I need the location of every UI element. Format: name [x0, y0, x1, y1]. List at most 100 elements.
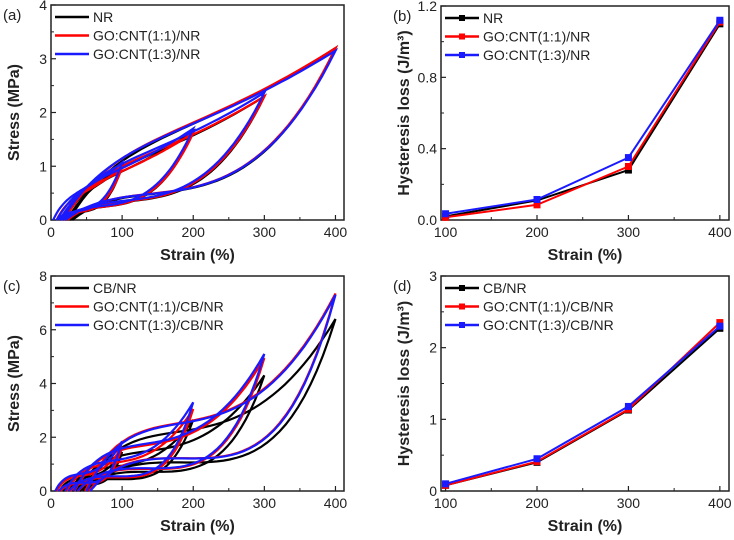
- legend-label: GO:CNT(1:1)/NR: [483, 29, 590, 45]
- legend-label: GO:CNT(1:3)/NR: [93, 46, 200, 62]
- y-tick-label: 0: [429, 483, 437, 499]
- x-tick-label: 100: [434, 224, 458, 240]
- y-tick-label: 0: [39, 483, 47, 499]
- hysteresis-loop: [82, 318, 337, 492]
- legend-marker: [459, 322, 465, 328]
- hysteresis-loop: [72, 353, 266, 492]
- data-point: [716, 322, 724, 330]
- panel-label: (a): [3, 7, 21, 24]
- legend-label: GO:CNT(1:1)/CB/NR: [93, 299, 224, 315]
- panel-a: 0 100 200 300 400 0 1 2 3 4 Strain (%) Stress (MPa)…: [3, 0, 347, 264]
- data-point: [716, 319, 724, 327]
- data-point: [533, 201, 541, 209]
- y-axis-label: Stress (MPa): [6, 335, 23, 432]
- x-axis-label: Strain (%): [548, 518, 623, 535]
- hysteresis-loop: [64, 401, 195, 492]
- y-tick-label: 8: [39, 268, 47, 284]
- legend-label: NR: [483, 10, 503, 26]
- legend-marker: [459, 285, 465, 291]
- x-tick-label: 200: [182, 495, 206, 511]
- legend-marker: [459, 303, 465, 310]
- x-axis-label: Strain (%): [160, 518, 235, 535]
- series-2: [54, 294, 337, 492]
- x-tick-label: 300: [617, 495, 641, 511]
- hysteresis-loop: [58, 89, 268, 221]
- legend-label: GO:CNT(1:3)/CB/NR: [93, 317, 224, 333]
- y-tick-label: 3: [39, 51, 47, 67]
- data-point: [442, 210, 450, 218]
- x-tick-label: 400: [708, 224, 732, 240]
- y-tick-label: 4: [39, 376, 47, 392]
- series-1: [442, 319, 724, 489]
- legend-marker: [459, 33, 465, 40]
- y-tick-label: 1: [429, 411, 437, 427]
- legend-marker: [459, 52, 465, 58]
- panel-label: (d): [393, 278, 411, 295]
- y-tick-label: 2: [39, 105, 47, 121]
- x-axis-label: Strain (%): [548, 247, 623, 264]
- data-point: [442, 480, 450, 488]
- hysteresis-loop: [74, 374, 266, 492]
- series-line: [445, 21, 721, 219]
- panel-c: 0 100 200 300 400 0 2 4 6 8 Strain (%) Stress (MPa)…: [3, 268, 347, 535]
- hysteresis-loop: [65, 408, 195, 492]
- x-tick-label: 200: [525, 224, 549, 240]
- data-point: [624, 154, 632, 162]
- x-tick-label: 100: [110, 224, 134, 240]
- x-tick-label: 0: [47, 224, 55, 240]
- y-axis-label: Stress (MPa): [6, 64, 23, 161]
- x-tick-label: 100: [434, 495, 458, 511]
- y-tick-label: 3: [429, 268, 437, 284]
- x-tick-label: 200: [525, 495, 549, 511]
- series-1: [55, 44, 339, 221]
- x-tick-label: 200: [182, 224, 206, 240]
- y-tick-label: 2: [39, 429, 47, 445]
- legend-label: CB/NR: [93, 280, 137, 296]
- series-2: [442, 322, 724, 488]
- series-0: [442, 324, 724, 489]
- legend-label: GO:CNT(1:3)/CB/NR: [483, 317, 614, 333]
- hysteresis-loop: [85, 294, 337, 492]
- legend-label: NR: [93, 9, 113, 25]
- hysteresis-loop: [65, 93, 267, 221]
- y-axis-label: Hysteresis loss (J/m³): [396, 30, 413, 195]
- x-tick-label: 400: [324, 495, 348, 511]
- x-tick-label: 300: [253, 495, 277, 511]
- hysteresis-loop: [58, 129, 196, 221]
- hysteresis-loop: [60, 47, 339, 221]
- y-tick-label: 0.8: [418, 69, 438, 85]
- panel-label: (b): [393, 8, 411, 25]
- legend-label: GO:CNT(1:3)/NR: [483, 47, 590, 63]
- y-tick-label: 0.0: [418, 212, 438, 228]
- legend-label: GO:CNT(1:1)/CB/NR: [483, 299, 614, 315]
- data-point: [442, 213, 450, 221]
- data-point: [533, 195, 541, 203]
- legend-label: CB/NR: [483, 280, 527, 296]
- y-tick-label: 0.4: [418, 141, 438, 157]
- y-tick-label: 4: [39, 0, 47, 13]
- data-point: [716, 16, 724, 24]
- panel-label: (c): [3, 278, 21, 295]
- hysteresis-loop: [60, 93, 267, 221]
- x-tick-label: 300: [617, 224, 641, 240]
- x-tick-label: 0: [47, 495, 55, 511]
- y-tick-label: 2: [429, 340, 437, 356]
- series-line: [445, 325, 721, 485]
- x-tick-label: 400: [708, 495, 732, 511]
- series-2: [442, 16, 724, 218]
- y-axis-label: Hysteresis loss (J/m³): [396, 301, 413, 466]
- y-tick-label: 0: [39, 212, 47, 228]
- x-tick-label: 400: [324, 224, 348, 240]
- data-point: [533, 455, 541, 463]
- data-point: [624, 163, 632, 170]
- data-point: [624, 402, 632, 410]
- y-tick-label: 1.2: [418, 0, 438, 14]
- panel-d: 100 200 300 400 0 1 2 3 Strain (%) Hysteresis los…: [393, 268, 732, 535]
- x-axis-label: Strain (%): [160, 247, 235, 264]
- hysteresis-loop: [55, 125, 196, 221]
- y-tick-label: 1: [39, 158, 47, 174]
- y-tick-label: 6: [39, 322, 47, 338]
- legend-marker: [459, 15, 465, 21]
- panel-b: 100 200 300 400 0.0 0.4 0.8 1.2 Strain (%) Hyster…: [393, 0, 732, 264]
